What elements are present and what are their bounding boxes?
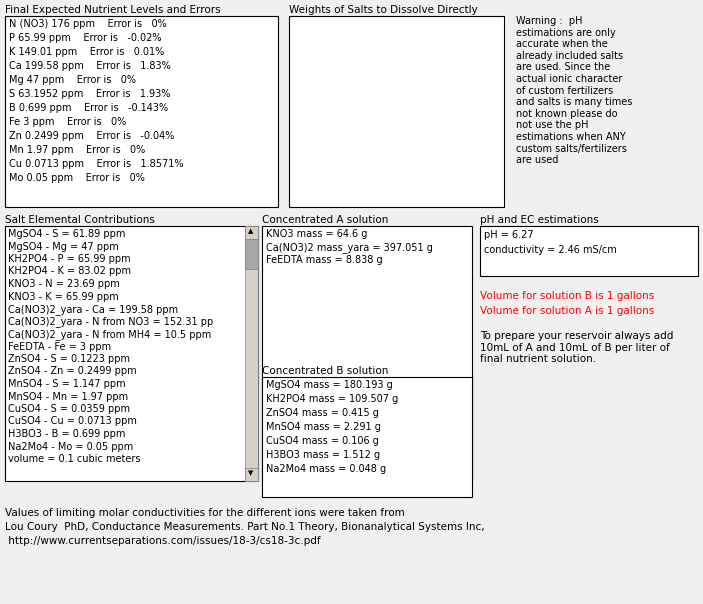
Text: Ca 199.58 ppm    Error is   1.83%: Ca 199.58 ppm Error is 1.83%: [9, 61, 171, 71]
Text: Volume for solution A is 1 gallons: Volume for solution A is 1 gallons: [480, 306, 654, 316]
Text: Ca(NO3)2 mass_yara = 397.051 g: Ca(NO3)2 mass_yara = 397.051 g: [266, 242, 433, 253]
Text: ZnSO4 - S = 0.1223 ppm: ZnSO4 - S = 0.1223 ppm: [8, 354, 130, 364]
Text: Weights of Salts to Dissolve Directly: Weights of Salts to Dissolve Directly: [289, 5, 478, 15]
Bar: [262, 377, 472, 497]
Bar: [5, 226, 258, 481]
Text: Fe 3 ppm    Error is   0%: Fe 3 ppm Error is 0%: [9, 117, 127, 127]
Text: CuSO4 mass = 0.106 g: CuSO4 mass = 0.106 g: [266, 436, 379, 446]
Text: KNO3 - K = 65.99 ppm: KNO3 - K = 65.99 ppm: [8, 292, 119, 301]
Text: Salt Elemental Contributions: Salt Elemental Contributions: [5, 215, 155, 225]
Text: To prepare your reservoir always add
10mL of A and 10mL of B per liter of
final : To prepare your reservoir always add 10m…: [480, 331, 673, 364]
Text: Cu 0.0713 ppm    Error is   1.8571%: Cu 0.0713 ppm Error is 1.8571%: [9, 159, 183, 169]
Bar: [245, 239, 258, 269]
Text: ZnSO4 - Zn = 0.2499 ppm: ZnSO4 - Zn = 0.2499 ppm: [8, 367, 136, 376]
Bar: [262, 226, 472, 481]
Text: B 0.699 ppm    Error is   -0.143%: B 0.699 ppm Error is -0.143%: [9, 103, 168, 113]
Text: conductivity = 2.46 mS/cm: conductivity = 2.46 mS/cm: [484, 245, 617, 255]
Bar: [245, 226, 258, 481]
Text: CuSO4 - S = 0.0359 ppm: CuSO4 - S = 0.0359 ppm: [8, 404, 130, 414]
Text: KNO3 mass = 64.6 g: KNO3 mass = 64.6 g: [266, 229, 368, 239]
Text: MnSO4 - S = 1.147 ppm: MnSO4 - S = 1.147 ppm: [8, 379, 126, 389]
Text: CuSO4 - Cu = 0.0713 ppm: CuSO4 - Cu = 0.0713 ppm: [8, 417, 137, 426]
Text: MnSO4 - Mn = 1.97 ppm: MnSO4 - Mn = 1.97 ppm: [8, 391, 128, 402]
Bar: [289, 16, 504, 207]
Text: KNO3 - N = 23.69 ppm: KNO3 - N = 23.69 ppm: [8, 279, 120, 289]
Text: Final Expected Nutrient Levels and Errors: Final Expected Nutrient Levels and Error…: [5, 5, 221, 15]
Text: KH2PO4 mass = 109.507 g: KH2PO4 mass = 109.507 g: [266, 394, 399, 404]
Text: FeEDTA - Fe = 3 ppm: FeEDTA - Fe = 3 ppm: [8, 341, 111, 352]
Text: MgSO4 - Mg = 47 ppm: MgSO4 - Mg = 47 ppm: [8, 242, 119, 251]
Text: Concentrated B solution: Concentrated B solution: [262, 366, 388, 376]
Text: MgSO4 mass = 180.193 g: MgSO4 mass = 180.193 g: [266, 380, 393, 390]
Text: ▼: ▼: [248, 470, 253, 476]
Text: ZnSO4 mass = 0.415 g: ZnSO4 mass = 0.415 g: [266, 408, 379, 418]
Text: Na2Mo4 mass = 0.048 g: Na2Mo4 mass = 0.048 g: [266, 464, 386, 474]
Text: Volume for solution B is 1 gallons: Volume for solution B is 1 gallons: [480, 291, 654, 301]
Text: volume = 0.1 cubic meters: volume = 0.1 cubic meters: [8, 454, 141, 464]
Text: Lou Coury  PhD, Conductance Measurements. Part No.1 Theory, Bionanalytical Syste: Lou Coury PhD, Conductance Measurements.…: [5, 522, 484, 532]
Text: Mo 0.05 ppm    Error is   0%: Mo 0.05 ppm Error is 0%: [9, 173, 145, 183]
Text: Mn 1.97 ppm    Error is   0%: Mn 1.97 ppm Error is 0%: [9, 145, 146, 155]
Text: Warning :  pH
estimations are only
accurate when the
already included salts
are : Warning : pH estimations are only accura…: [516, 16, 633, 165]
Text: Concentrated A solution: Concentrated A solution: [262, 215, 388, 225]
Text: MgSO4 - S = 61.89 ppm: MgSO4 - S = 61.89 ppm: [8, 229, 125, 239]
Text: http://www.currentseparations.com/issues/18-3/cs18-3c.pdf: http://www.currentseparations.com/issues…: [5, 536, 321, 546]
Text: Na2Mo4 - Mo = 0.05 ppm: Na2Mo4 - Mo = 0.05 ppm: [8, 442, 134, 452]
Text: pH = 6.27: pH = 6.27: [484, 230, 534, 240]
Bar: [245, 468, 258, 481]
Text: K 149.01 ppm    Error is   0.01%: K 149.01 ppm Error is 0.01%: [9, 47, 165, 57]
Text: Values of limiting molar conductivities for the different ions were taken from: Values of limiting molar conductivities …: [5, 508, 405, 518]
Text: KH2PO4 - K = 83.02 ppm: KH2PO4 - K = 83.02 ppm: [8, 266, 131, 277]
Text: Zn 0.2499 ppm    Error is   -0.04%: Zn 0.2499 ppm Error is -0.04%: [9, 131, 174, 141]
Text: P 65.99 ppm    Error is   -0.02%: P 65.99 ppm Error is -0.02%: [9, 33, 162, 43]
Text: MnSO4 mass = 2.291 g: MnSO4 mass = 2.291 g: [266, 422, 381, 432]
Text: H3BO3 mass = 1.512 g: H3BO3 mass = 1.512 g: [266, 450, 380, 460]
Text: Mg 47 ppm    Error is   0%: Mg 47 ppm Error is 0%: [9, 75, 136, 85]
Text: Ca(NO3)2_yara - N from MH4 = 10.5 ppm: Ca(NO3)2_yara - N from MH4 = 10.5 ppm: [8, 329, 211, 340]
Text: H3BO3 - B = 0.699 ppm: H3BO3 - B = 0.699 ppm: [8, 429, 125, 439]
Text: ▲: ▲: [248, 228, 253, 234]
Text: Ca(NO3)2_yara - Ca = 199.58 ppm: Ca(NO3)2_yara - Ca = 199.58 ppm: [8, 304, 178, 315]
Text: S 63.1952 ppm    Error is   1.93%: S 63.1952 ppm Error is 1.93%: [9, 89, 170, 99]
Text: KH2PO4 - P = 65.99 ppm: KH2PO4 - P = 65.99 ppm: [8, 254, 131, 264]
Bar: [245, 226, 258, 239]
Bar: [480, 226, 698, 276]
Text: pH and EC estimations: pH and EC estimations: [480, 215, 599, 225]
Text: N (NO3) 176 ppm    Error is   0%: N (NO3) 176 ppm Error is 0%: [9, 19, 167, 29]
Text: Ca(NO3)2_yara - N from NO3 = 152.31 pp: Ca(NO3)2_yara - N from NO3 = 152.31 pp: [8, 316, 213, 327]
Text: FeEDTA mass = 8.838 g: FeEDTA mass = 8.838 g: [266, 255, 382, 265]
Bar: [5, 16, 278, 207]
